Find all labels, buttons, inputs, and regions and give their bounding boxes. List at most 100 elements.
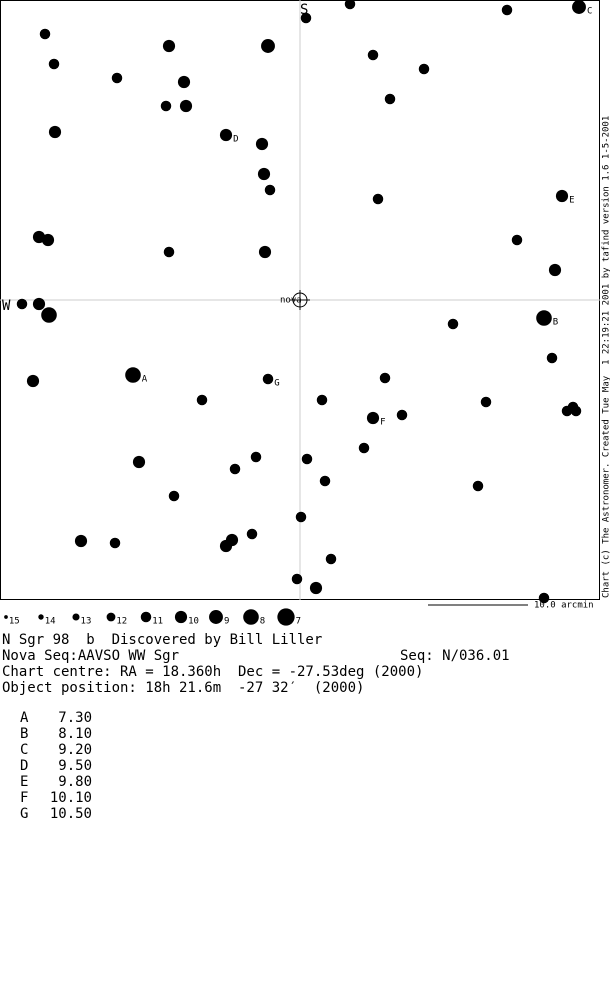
star [263,374,274,385]
star [247,529,258,540]
star [75,535,87,547]
table-mag: 9.50 [58,758,92,774]
star [320,476,331,487]
star [265,185,276,196]
table-label: D [20,758,28,774]
star [125,367,141,383]
scale-label: 10.0 arcmin [534,601,594,611]
star [572,0,586,14]
star [42,234,54,246]
table-mag: 10.10 [50,790,92,806]
star [562,406,573,417]
star [27,375,39,387]
star [397,410,408,421]
table-label: F [20,790,28,806]
star [547,353,558,364]
star [180,100,192,112]
credit: Chart (c) The Astronomer. Created Tue Ma… [602,116,610,598]
legend-label: 10 [188,617,199,627]
star [296,512,307,523]
table-label: G [20,806,28,822]
star [197,395,208,406]
legend-label: 15 [9,617,20,627]
star [178,76,190,88]
star-label: E [569,196,574,206]
west-label: W [2,298,11,314]
legend-label: 7 [296,617,301,627]
star [536,310,552,326]
star [481,397,492,408]
table-label: C [20,742,28,758]
legend-symbol [175,611,187,623]
legend-symbol [141,612,152,623]
legend-label: 14 [45,617,56,627]
star [261,39,275,53]
legend-label: 8 [260,617,265,627]
star [49,59,60,70]
info-line: Object position: 18h 21.6m -27 32′ (2000… [2,680,364,696]
star [385,94,396,105]
star [49,126,61,138]
star [310,582,322,594]
star [164,247,175,258]
star [169,491,180,502]
star [419,64,430,75]
legend-symbol [243,609,259,625]
star [133,456,145,468]
star [368,50,379,61]
table-mag: 10.50 [50,806,92,822]
table-mag: 9.20 [58,742,92,758]
star [220,129,232,141]
star [41,307,57,323]
legend-label: 13 [81,617,92,627]
star [380,373,391,384]
star [326,554,337,565]
table-label: A [20,710,29,726]
star [549,264,561,276]
table-mag: 7.30 [58,710,92,726]
table-label: E [20,774,28,790]
star [556,190,568,202]
star [256,138,268,150]
star [230,464,241,475]
table-mag: 9.80 [58,774,92,790]
star [302,454,313,465]
star [373,194,384,205]
star [163,40,175,52]
legend-symbol [38,614,43,619]
star [220,540,232,552]
info-line: Seq: N/036.01 [400,648,510,664]
star-label: B [553,318,558,328]
star [110,538,121,549]
star [317,395,328,406]
star [345,0,356,9]
legend-symbol [209,610,223,624]
table-mag: 8.10 [58,726,92,742]
star-label: F [380,418,385,428]
star [161,101,172,112]
legend-symbol [72,613,79,620]
star [292,574,303,585]
legend-symbol [4,615,8,619]
table-label: B [20,726,28,742]
info-line: Chart centre: RA = 18.360h Dec = -27.53d… [2,664,423,680]
star [251,452,262,463]
star [571,406,582,417]
star [259,246,271,258]
star [112,73,123,84]
legend-symbol [277,608,294,625]
star-label: G [274,379,279,389]
object-label: nova [280,296,302,306]
legend-symbol [107,613,116,622]
info-line: N Sgr 98 b Discovered by Bill Liller [2,632,322,648]
legend-label: 11 [152,617,163,627]
star [40,29,51,40]
star [301,13,312,24]
star [448,319,459,330]
star-label: A [142,375,148,385]
star [502,5,513,16]
star-label: D [233,135,238,145]
star-label: C [587,7,592,17]
star [512,235,523,246]
